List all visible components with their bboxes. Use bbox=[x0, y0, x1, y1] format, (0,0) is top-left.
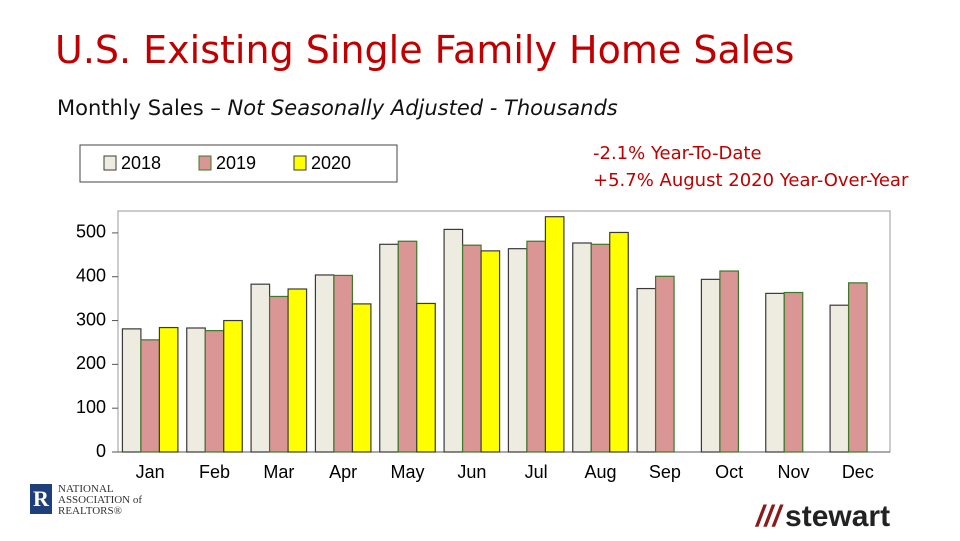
x-tick-label: Nov bbox=[777, 462, 809, 482]
subtitle: Monthly Sales – Not Seasonally Adjusted … bbox=[57, 96, 618, 120]
bar bbox=[287, 288, 308, 453]
legend-swatch bbox=[293, 155, 307, 171]
bar bbox=[416, 302, 436, 453]
bar bbox=[719, 270, 740, 453]
title: U.S. Existing Single Family Home Sales bbox=[55, 28, 795, 72]
bar bbox=[590, 243, 611, 453]
bar bbox=[268, 295, 289, 453]
stewart-text: stewart bbox=[785, 500, 891, 533]
y-tick-label: 400 bbox=[76, 265, 106, 285]
x-tick-label: Jul bbox=[525, 462, 548, 482]
x-tick-label: May bbox=[390, 462, 424, 482]
bar bbox=[609, 231, 629, 453]
x-tick-label: Jan bbox=[136, 462, 165, 482]
x-tick-label: Aug bbox=[584, 462, 616, 482]
bar bbox=[847, 282, 868, 453]
stewart-logo: ///stewart bbox=[756, 500, 890, 534]
x-tick-label: Mar bbox=[263, 462, 294, 482]
bar bbox=[314, 274, 335, 453]
bar bbox=[636, 287, 657, 453]
bar bbox=[765, 292, 785, 453]
x-tick-label: Dec bbox=[842, 462, 874, 482]
x-tick-label: Jun bbox=[457, 462, 486, 482]
legend-box bbox=[79, 144, 398, 183]
annotation: -2.1% Year-To-Date bbox=[593, 143, 762, 164]
y-tick-label: 100 bbox=[76, 397, 106, 417]
bar bbox=[140, 339, 161, 453]
legend-label: 2020 bbox=[311, 153, 351, 173]
bar bbox=[186, 327, 206, 453]
bar bbox=[461, 244, 482, 453]
nar-text: NATIONAL ASSOCIATION of REALTORS® bbox=[58, 483, 143, 517]
legend-label: 2018 bbox=[121, 153, 161, 173]
bar bbox=[351, 303, 372, 453]
bar bbox=[544, 216, 565, 453]
bar bbox=[397, 240, 418, 453]
x-tick-label: Feb bbox=[199, 462, 230, 482]
nar-mark: R bbox=[30, 484, 52, 514]
bar bbox=[121, 328, 142, 453]
bar bbox=[829, 304, 850, 453]
bar bbox=[526, 240, 547, 453]
x-tick-label: Sep bbox=[649, 462, 681, 482]
bar bbox=[572, 242, 592, 453]
bar bbox=[223, 319, 243, 453]
bar bbox=[250, 283, 271, 453]
legend-label: 2019 bbox=[216, 153, 256, 173]
bar bbox=[204, 330, 225, 453]
subtitle-text: Monthly Sales – bbox=[57, 96, 221, 120]
bar bbox=[333, 274, 354, 453]
x-tick-label: Oct bbox=[715, 462, 743, 482]
bar bbox=[507, 248, 528, 453]
y-tick-label: 200 bbox=[76, 353, 106, 373]
stewart-mark: /// bbox=[756, 500, 782, 533]
legend-swatch bbox=[103, 155, 117, 171]
bar bbox=[158, 326, 179, 453]
bar bbox=[379, 243, 399, 453]
bar bbox=[783, 291, 804, 453]
bar bbox=[700, 278, 721, 453]
annotation: +5.7% August 2020 Year-Over-Year bbox=[593, 170, 909, 191]
bar bbox=[654, 275, 675, 453]
x-tick-label: Apr bbox=[329, 462, 357, 482]
y-tick-label: 500 bbox=[76, 222, 106, 242]
y-tick-label: 0 bbox=[96, 441, 106, 461]
annotations: -2.1% Year-To-Date +5.7% August 2020 Yea… bbox=[593, 140, 908, 194]
bar bbox=[443, 228, 464, 453]
subtitle-note: Not Seasonally Adjusted - Thousands bbox=[227, 96, 618, 120]
bar bbox=[480, 250, 501, 453]
y-tick-label: 300 bbox=[76, 309, 106, 329]
legend-swatch bbox=[198, 155, 212, 171]
